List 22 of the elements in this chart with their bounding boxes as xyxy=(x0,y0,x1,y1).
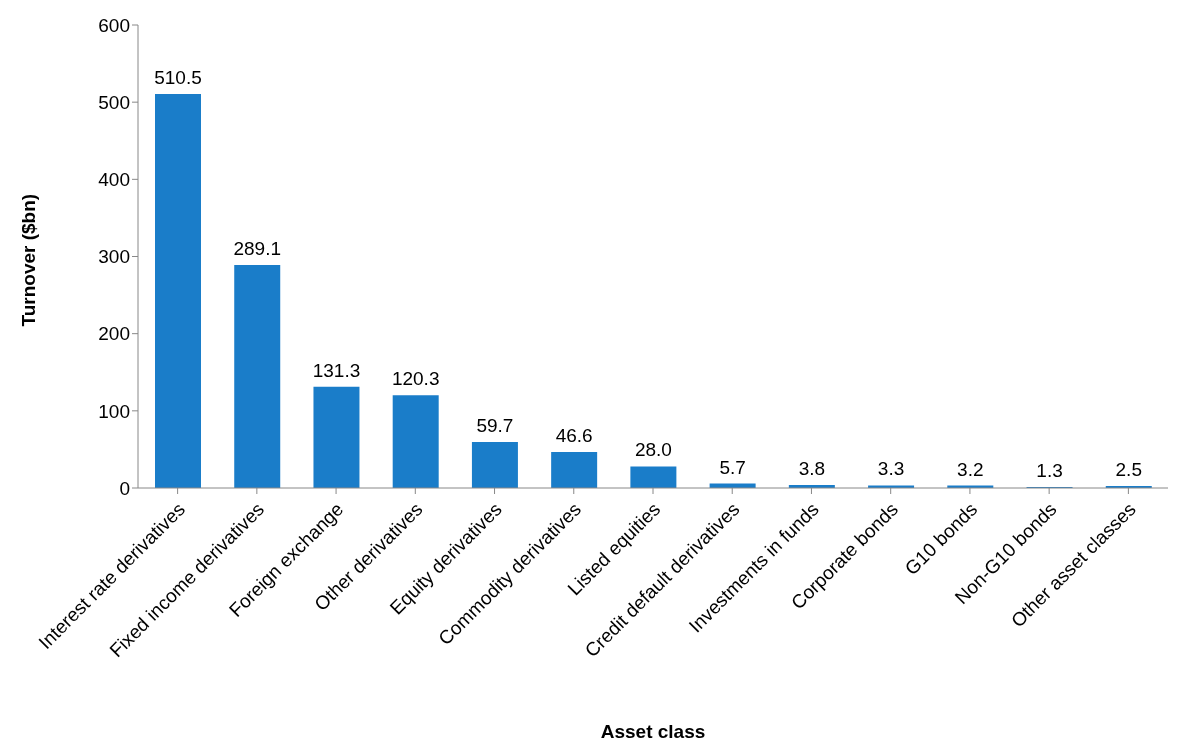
y-tick-label: 400 xyxy=(98,169,130,191)
data-label: 289.1 xyxy=(233,237,281,259)
data-label: 3.2 xyxy=(957,458,984,480)
y-tick-label: 0 xyxy=(119,477,130,499)
y-tick-label: 600 xyxy=(98,14,130,36)
data-label: 1.3 xyxy=(1036,460,1063,481)
data-label: 28.0 xyxy=(634,439,672,461)
y-tick-label: 100 xyxy=(98,400,130,422)
data-label: 46.6 xyxy=(555,425,593,447)
y-tick-label: 200 xyxy=(98,323,130,345)
data-label: 120.3 xyxy=(391,368,440,390)
data-label: 3.3 xyxy=(877,458,905,480)
y-axis-title: Turnover ($bn) xyxy=(17,193,39,327)
y-tick-label: 300 xyxy=(98,246,130,268)
data-label: 510.5 xyxy=(154,67,202,89)
data-label: 5.7 xyxy=(719,456,746,478)
y-tick-label: 500 xyxy=(98,91,130,113)
data-label: 59.7 xyxy=(476,414,514,436)
data-label: 131.3 xyxy=(312,359,361,381)
data-label: 2.5 xyxy=(1115,459,1142,481)
data-label: 3.8 xyxy=(798,458,826,480)
x-axis-title: Asset class xyxy=(600,721,706,742)
